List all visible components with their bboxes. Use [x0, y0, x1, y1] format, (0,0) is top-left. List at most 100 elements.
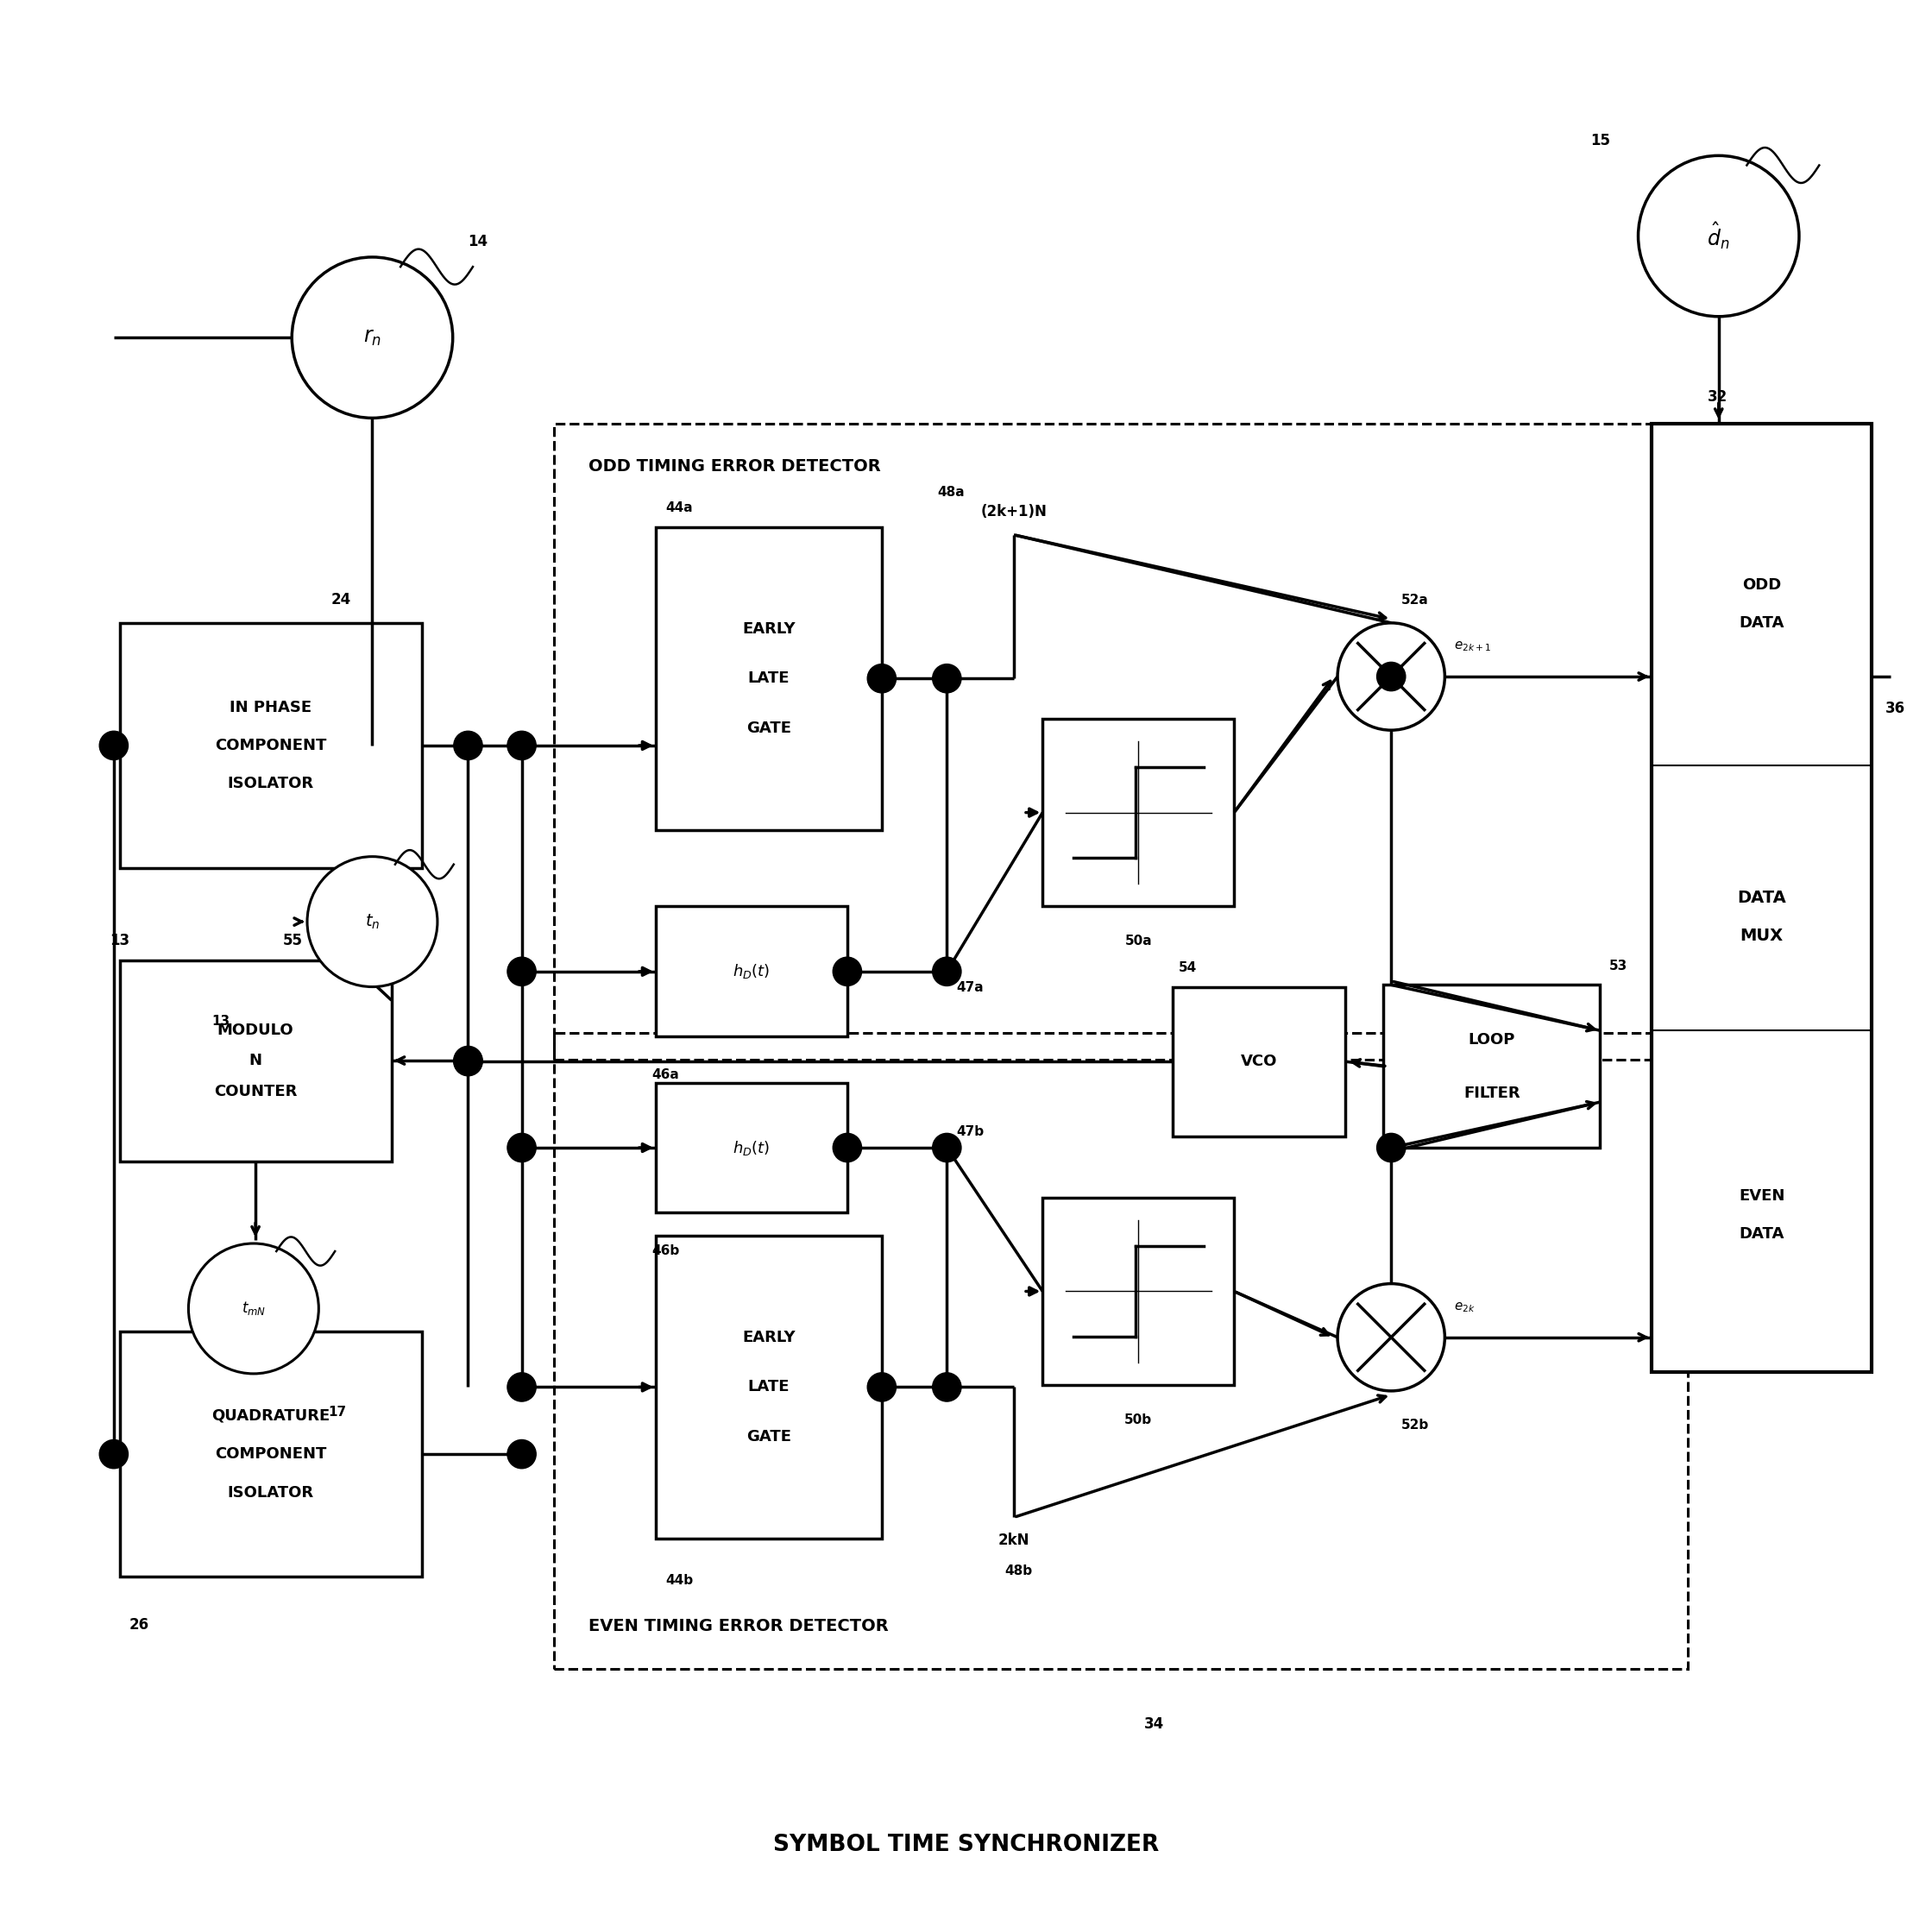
Bar — [554, 1033, 1689, 1668]
Bar — [1173, 987, 1345, 1137]
Text: DATA: DATA — [1737, 889, 1787, 906]
Circle shape — [933, 664, 962, 693]
Circle shape — [1337, 1284, 1445, 1390]
Bar — [120, 960, 392, 1162]
Circle shape — [99, 732, 128, 760]
Text: 14: 14 — [468, 234, 489, 250]
Text: 46b: 46b — [651, 1244, 680, 1258]
Circle shape — [867, 1373, 896, 1402]
Circle shape — [1378, 1133, 1405, 1162]
Text: 26: 26 — [129, 1617, 149, 1632]
Text: $e_{2k+1}$: $e_{2k+1}$ — [1455, 639, 1492, 653]
Circle shape — [867, 664, 896, 693]
Circle shape — [833, 958, 862, 985]
Circle shape — [454, 1046, 483, 1075]
Text: $r_n$: $r_n$ — [363, 326, 381, 348]
Text: $h_D(t)$: $h_D(t)$ — [732, 962, 771, 981]
Bar — [655, 1083, 848, 1213]
Bar — [1383, 985, 1600, 1148]
Text: EVEN: EVEN — [1739, 1188, 1785, 1204]
Text: 48a: 48a — [937, 486, 964, 499]
Text: $t_{mN}$: $t_{mN}$ — [242, 1300, 267, 1317]
Text: ODD TIMING ERROR DETECTOR: ODD TIMING ERROR DETECTOR — [589, 459, 881, 474]
Text: GATE: GATE — [746, 1428, 792, 1444]
Circle shape — [508, 1133, 535, 1162]
Text: ODD: ODD — [1743, 578, 1781, 593]
Text: EVEN TIMING ERROR DETECTOR: EVEN TIMING ERROR DETECTOR — [589, 1619, 889, 1634]
Text: 17: 17 — [328, 1405, 346, 1419]
Circle shape — [508, 1373, 535, 1402]
Text: COMPONENT: COMPONENT — [214, 737, 327, 753]
Bar — [120, 622, 421, 868]
Text: 15: 15 — [1590, 132, 1609, 148]
Text: N: N — [249, 1052, 263, 1068]
Circle shape — [508, 1440, 535, 1469]
Circle shape — [99, 1440, 128, 1469]
Text: ISOLATOR: ISOLATOR — [228, 776, 315, 791]
Circle shape — [933, 1373, 962, 1402]
Text: 50b: 50b — [1124, 1413, 1151, 1427]
Bar — [655, 528, 881, 829]
Text: 52b: 52b — [1401, 1419, 1428, 1432]
Text: MUX: MUX — [1741, 927, 1783, 945]
Text: 46a: 46a — [651, 1068, 680, 1081]
Text: LOOP: LOOP — [1468, 1031, 1515, 1046]
Text: 52a: 52a — [1401, 593, 1428, 607]
Bar — [120, 1332, 421, 1576]
Text: EARLY: EARLY — [742, 1329, 796, 1346]
Text: COMPONENT: COMPONENT — [214, 1446, 327, 1461]
Text: 34: 34 — [1144, 1716, 1163, 1732]
Circle shape — [1378, 662, 1405, 691]
Text: 47b: 47b — [956, 1125, 983, 1139]
Text: COUNTER: COUNTER — [214, 1083, 298, 1098]
Text: 44b: 44b — [665, 1574, 694, 1588]
Text: DATA: DATA — [1739, 1227, 1785, 1242]
Text: FILTER: FILTER — [1463, 1085, 1520, 1100]
Text: ISOLATOR: ISOLATOR — [228, 1484, 315, 1500]
Text: IN PHASE: IN PHASE — [230, 699, 311, 714]
Text: SYMBOL TIME SYNCHRONIZER: SYMBOL TIME SYNCHRONIZER — [773, 1834, 1159, 1857]
Text: 13: 13 — [211, 1016, 230, 1027]
Text: 44a: 44a — [665, 501, 692, 515]
Text: QUADRATURE: QUADRATURE — [213, 1407, 330, 1423]
Text: 47a: 47a — [956, 981, 983, 995]
Text: $\hat{d}_n$: $\hat{d}_n$ — [1708, 221, 1731, 252]
Text: 54: 54 — [1179, 962, 1198, 973]
Text: 50a: 50a — [1124, 935, 1151, 947]
Text: MODULO: MODULO — [216, 1021, 294, 1037]
Bar — [1652, 424, 1872, 1371]
Circle shape — [933, 958, 962, 985]
Text: GATE: GATE — [746, 720, 792, 735]
Text: DATA: DATA — [1739, 614, 1785, 630]
Text: 36: 36 — [1886, 701, 1905, 716]
Text: VCO: VCO — [1240, 1054, 1277, 1069]
Text: EARLY: EARLY — [742, 620, 796, 636]
Circle shape — [933, 1133, 962, 1162]
Text: 2kN: 2kN — [999, 1532, 1030, 1548]
Bar — [655, 1236, 881, 1538]
Text: 48b: 48b — [1005, 1565, 1032, 1578]
Bar — [554, 424, 1689, 1060]
Text: LATE: LATE — [748, 670, 790, 685]
Circle shape — [1337, 622, 1445, 730]
Circle shape — [454, 1046, 483, 1075]
Circle shape — [508, 732, 535, 760]
Text: $t_n$: $t_n$ — [365, 912, 381, 931]
Text: (2k+1)N: (2k+1)N — [981, 503, 1047, 520]
Text: LATE: LATE — [748, 1379, 790, 1394]
Text: 32: 32 — [1708, 390, 1727, 405]
Text: 13: 13 — [110, 933, 129, 948]
Circle shape — [833, 1133, 862, 1162]
Bar — [1043, 1198, 1235, 1384]
Text: $h_D(t)$: $h_D(t)$ — [732, 1139, 771, 1156]
Text: $e_{2k}$: $e_{2k}$ — [1455, 1300, 1476, 1315]
Circle shape — [189, 1244, 319, 1373]
Circle shape — [1638, 156, 1799, 317]
Bar — [1043, 718, 1235, 906]
Circle shape — [292, 257, 452, 419]
Text: 24: 24 — [330, 591, 352, 609]
Text: 55: 55 — [282, 933, 303, 948]
Circle shape — [454, 732, 483, 760]
Text: 53: 53 — [1609, 960, 1629, 972]
Circle shape — [508, 958, 535, 985]
